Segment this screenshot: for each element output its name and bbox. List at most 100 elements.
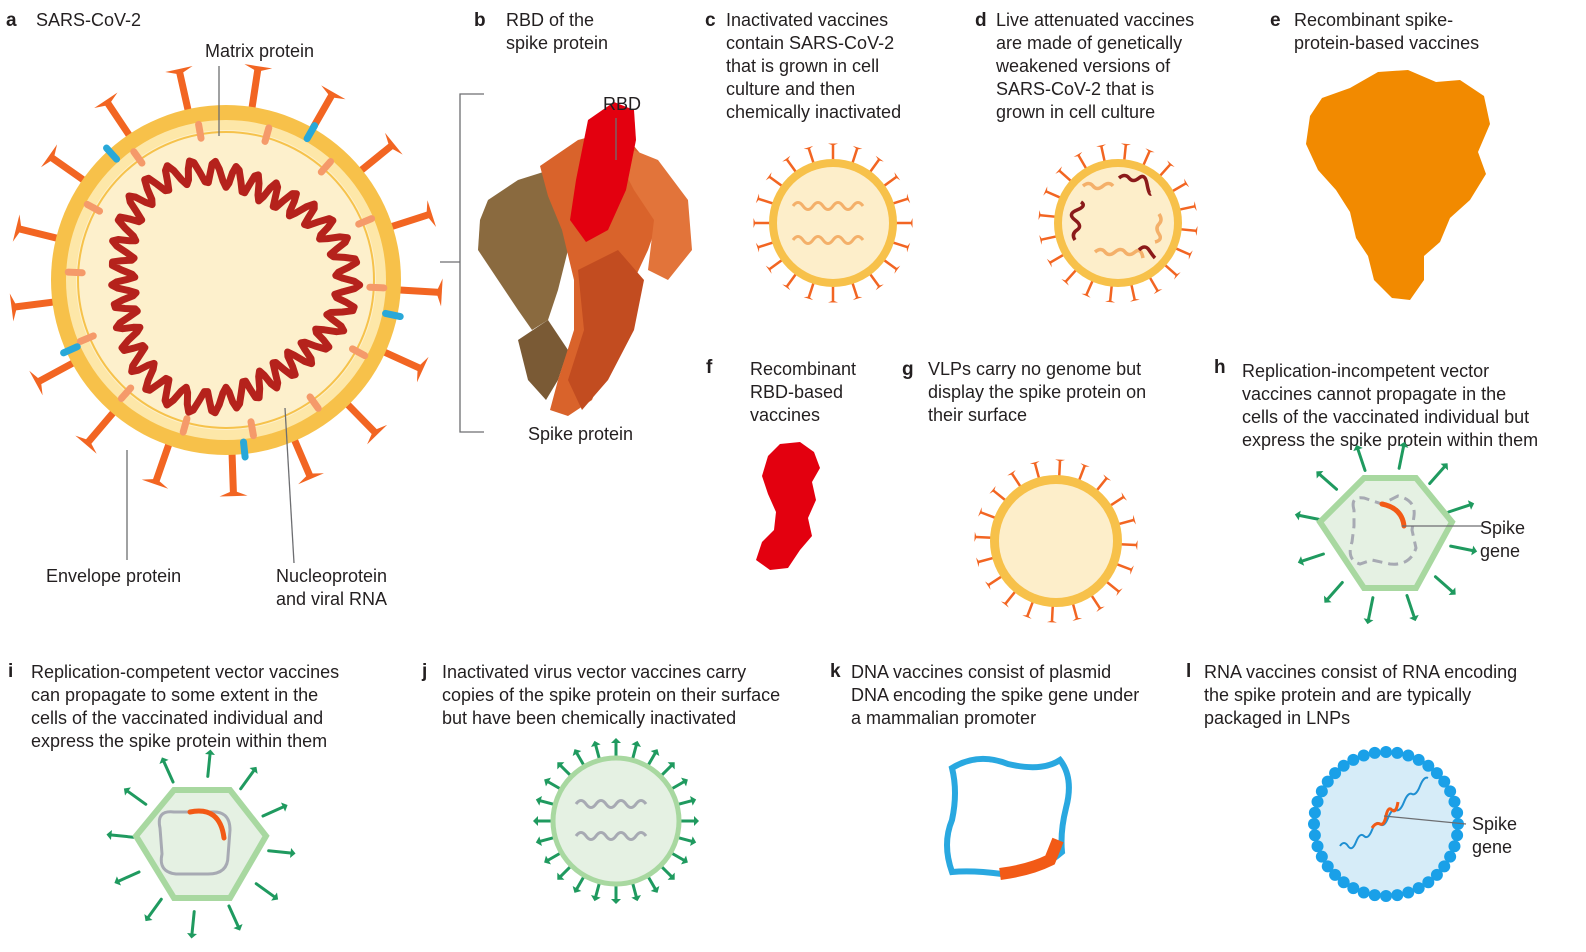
spike	[1129, 282, 1136, 301]
spike-proteins	[974, 459, 1138, 623]
attenuated-rna-f	[1137, 245, 1157, 260]
fibre-knob	[1409, 614, 1419, 622]
lipid-bead	[1321, 860, 1334, 873]
protein-bar	[348, 345, 369, 360]
fibre	[676, 799, 693, 806]
recombinant-rbd-shape	[756, 442, 820, 570]
spike	[392, 286, 442, 296]
spike-head	[1000, 601, 1009, 608]
live-attenuated-virus-illustration	[1038, 143, 1198, 303]
spike	[807, 147, 816, 166]
fibre-knob	[590, 740, 601, 747]
spike	[1114, 562, 1133, 571]
attenuated-rna-b	[1081, 181, 1115, 191]
fibre-knob	[187, 933, 197, 939]
rbd-label: RBD	[603, 94, 642, 114]
inactivated-rna-2	[791, 235, 865, 245]
fibre-knob	[205, 749, 215, 755]
spike-head	[976, 557, 980, 568]
fibre	[146, 897, 163, 919]
fibre-knob	[144, 914, 153, 922]
panel-g-caption: VLPs carry no genome but display the spi…	[928, 359, 1147, 425]
spike-head	[1193, 201, 1197, 211]
spike-gene-insert	[999, 837, 1064, 880]
spike	[1116, 518, 1135, 526]
spike	[16, 225, 65, 243]
fibre	[669, 780, 686, 791]
spike	[785, 271, 798, 288]
lipid-bead	[1444, 850, 1457, 863]
fibre-knob	[1440, 463, 1449, 471]
fibre-knob	[690, 795, 697, 806]
spike	[1011, 472, 1023, 489]
spike-proteins	[1038, 143, 1198, 303]
spike-head	[782, 284, 791, 291]
spike-head	[1130, 565, 1134, 575]
spike-head	[141, 479, 169, 489]
attenuated-rna-c	[1117, 173, 1153, 196]
rna-lnp-illustration	[1308, 746, 1467, 902]
spike-head	[40, 144, 58, 168]
spike	[1177, 205, 1196, 212]
spike	[757, 197, 776, 206]
fibre	[261, 805, 285, 818]
spike-head	[1195, 225, 1198, 236]
fibre	[1356, 448, 1367, 472]
spike-head	[1080, 463, 1090, 467]
spike	[807, 280, 816, 299]
spike-head	[75, 435, 97, 454]
panel-letter-f: f	[706, 357, 713, 378]
fibre	[190, 910, 196, 936]
vector-fibres	[533, 738, 699, 904]
fibre-knob	[271, 892, 279, 901]
recombinant-spike-protein-shape	[1306, 70, 1490, 300]
fibre	[669, 851, 686, 862]
spike	[1100, 145, 1107, 164]
spike	[890, 240, 909, 249]
fibre	[546, 780, 563, 791]
fibre	[117, 870, 141, 883]
spike	[1104, 579, 1120, 593]
spike	[384, 211, 432, 232]
fibre	[559, 764, 573, 778]
spike	[974, 535, 994, 540]
lipid-bead	[1357, 886, 1370, 899]
spike-head	[1184, 178, 1190, 188]
lipid-bead	[1402, 886, 1415, 899]
spike-head	[437, 278, 443, 307]
fibre	[1318, 473, 1339, 491]
lipid-bead	[1308, 829, 1321, 842]
spike-head	[1132, 514, 1136, 525]
spike	[228, 446, 237, 496]
spike	[1077, 154, 1088, 171]
fibre	[575, 751, 586, 768]
spike-head	[1043, 186, 1048, 196]
fibre	[1449, 544, 1474, 552]
fibre-knob	[650, 749, 660, 756]
spike-head	[321, 85, 346, 100]
spike-head	[985, 581, 991, 590]
spike	[850, 280, 859, 299]
fibre-knob	[631, 895, 642, 902]
fibre	[1405, 594, 1416, 618]
envelope-proteins	[60, 122, 404, 461]
spike-head	[1130, 298, 1140, 302]
spike-gene-label-l: Spike gene	[1472, 814, 1518, 857]
spike-head	[852, 145, 863, 150]
spike	[152, 437, 174, 484]
spike	[1026, 599, 1035, 618]
fibre	[1301, 552, 1325, 563]
spike-head	[1145, 148, 1155, 153]
spike	[1118, 542, 1138, 547]
spike	[354, 142, 395, 177]
spike-head	[828, 301, 838, 303]
spike	[881, 258, 898, 271]
fibre-knob	[1398, 441, 1409, 448]
fibre-knob	[106, 830, 112, 840]
inactivated-genome-1	[574, 799, 648, 809]
envelope-protein-label: Envelope protein	[46, 566, 182, 586]
fibre	[1326, 580, 1344, 601]
panel-c-caption: Inactivated vaccines contain SARS-CoV-2 …	[726, 10, 902, 122]
plasmid-backbone	[944, 755, 1072, 878]
lipid-bead	[1311, 840, 1324, 853]
